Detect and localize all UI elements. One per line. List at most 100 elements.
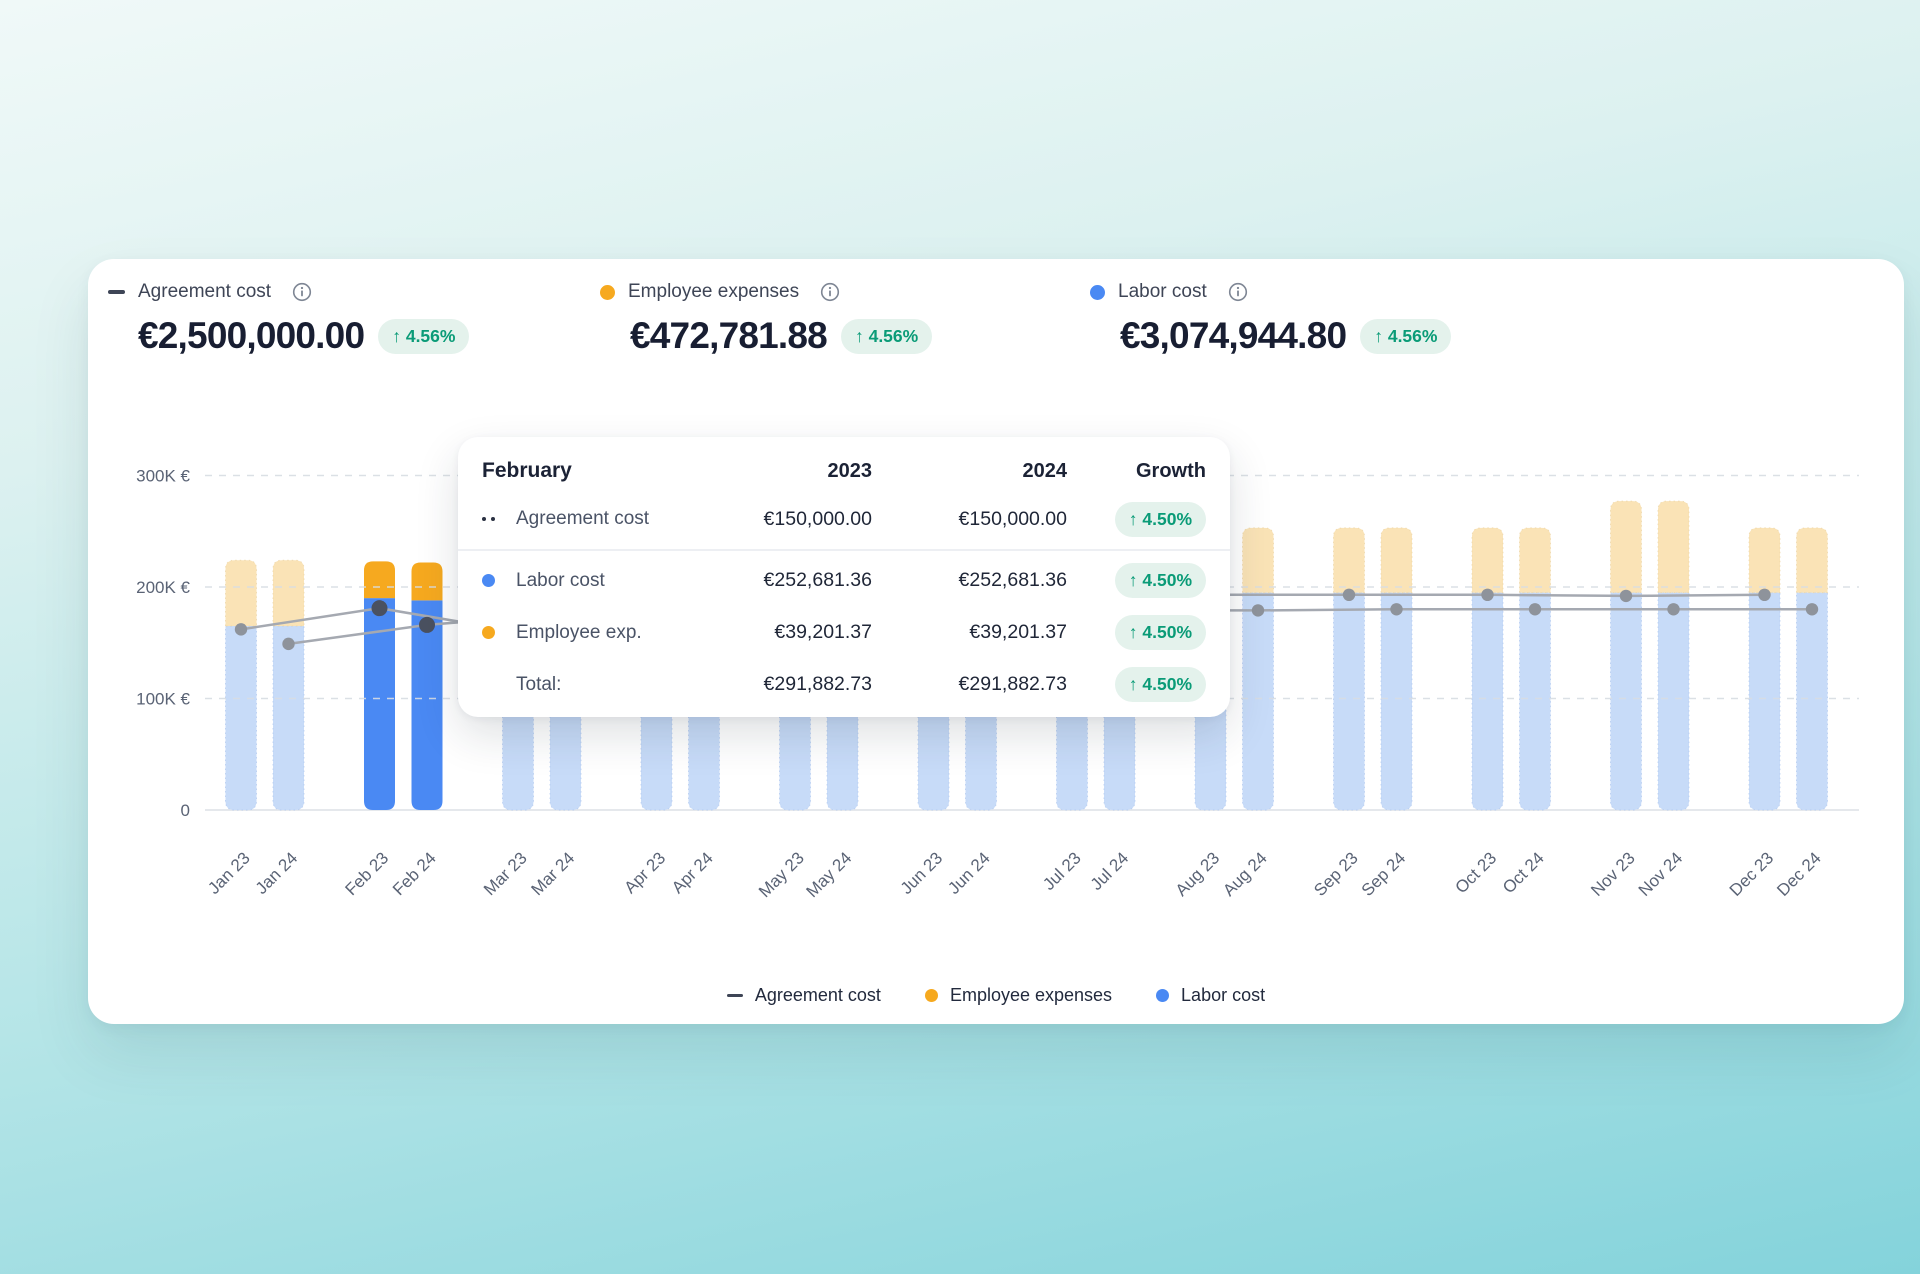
agreement-dot-Sep 24[interactable] [1390,603,1403,616]
tooltip-row-employee-exp-: Employee exp. €39,201.37 €39,201.37 ↑ 4.50% [482,611,1206,655]
x-tick-label: Aug 24 [1219,848,1271,900]
bar-employee-Aug 24[interactable] [1242,527,1274,594]
bar-employee-Jan 24[interactable] [272,559,305,627]
x-tick-label: Jul 23 [1039,848,1085,894]
tooltip-divider [458,549,1230,551]
cost-analytics-card: 0 100K €200K €300K € Jan 23 Jan 24 Feb 23 Feb… [88,259,1904,1024]
agreement-dot-Jan 24[interactable] [282,637,295,651]
tooltip-col-2023: 2023 [827,459,873,482]
kpi-label: Agreement cost [138,281,272,302]
tooltip-value-2024: €150,000.00 [958,507,1067,530]
tooltip-row-icon-slot [482,517,504,521]
tooltip-month-title: February [482,459,572,482]
kpi-growth-badge: ↑ 4.56% [840,318,933,354]
x-tick-label: Aug 23 [1172,848,1224,900]
tooltip-col-2024: 2024 [1022,459,1068,482]
tooltip-row-label: Employee exp. [516,621,642,643]
legend-label: Agreement cost [754,985,881,1005]
agreement-dot-Jan 23[interactable] [234,623,248,636]
agreement-dot-Nov 23[interactable] [1619,589,1633,603]
bar-employee-Sep 23[interactable] [1333,527,1365,594]
tooltip-row-label: Total: [516,673,562,695]
legend-item-employee-expenses[interactable]: Employee expenses [924,985,1113,1006]
agreement-dot-Feb 23[interactable] [371,600,388,617]
tooltip-rows: Agreement cost €150,000.00 €150,000.00 ↑ 4.… [458,497,1230,707]
agreement-dot-Sep 23[interactable] [1342,588,1356,602]
legend-item-agreement-cost[interactable]: Agreement cost [726,985,881,1006]
info-icon[interactable] [820,282,840,302]
bar-employee-Dec 23[interactable] [1748,527,1781,594]
blue-dot-icon [1090,284,1105,300]
x-tick-label: Feb 24 [389,848,440,899]
kpi-label: Employee expenses [628,281,800,302]
x-tick-label: Jul 24 [1087,848,1133,894]
tooltip-growth-badge: ↑ 4.50% [1114,563,1206,598]
bar-labor-Dec 23[interactable] [1748,592,1781,811]
x-tick-label: Nov 23 [1587,848,1639,900]
tooltip-value-2023: €291,882.73 [763,673,872,695]
bar-labor-Oct 23[interactable] [1471,592,1504,811]
tooltip-col-growth: Growth [1136,459,1206,482]
kpi-growth-badge: ↑ 4.56% [378,318,470,354]
agreement-dot-Oct 24[interactable] [1528,603,1542,616]
tooltip-header: February 2023 2024 Growth [482,453,1206,489]
bar-labor-Jan 24[interactable] [272,625,305,811]
dash-line-icon [726,993,743,998]
x-tick-label: Mar 23 [480,848,531,899]
bar-labor-Nov 24[interactable] [1657,592,1690,811]
bar-employee-Feb 24[interactable] [411,562,443,601]
bar-employee-Jan 23[interactable] [225,559,257,627]
blue-dot-icon [482,574,495,587]
tooltip-row-icon-slot [482,626,504,639]
info-icon[interactable] [292,282,312,302]
bar-labor-Aug 24[interactable] [1242,592,1274,811]
tooltip-value-2023: €252,681.36 [763,569,872,591]
legend-label: Labor cost [1181,985,1266,1005]
agreement-dot-Aug 24[interactable] [1251,604,1265,617]
bar-labor-Dec 24[interactable] [1796,592,1828,811]
agreement-dot-Dec 23[interactable] [1758,588,1771,602]
bar-labor-Feb 23[interactable] [364,598,395,810]
bar-employee-Sep 24[interactable] [1380,527,1413,594]
x-tick-label: Oct 23 [1451,848,1500,897]
bar-employee-Nov 23[interactable] [1610,500,1642,594]
bar-labor-Oct 24[interactable] [1519,592,1551,811]
agreement-dot-Dec 24[interactable] [1805,603,1819,616]
dashed-line-icon [482,517,495,521]
bar-labor-Sep 24[interactable] [1380,592,1413,811]
x-tick-label: Dec 23 [1726,848,1778,900]
bar-employee-Oct 24[interactable] [1519,527,1551,594]
bar-employee-Oct 23[interactable] [1471,527,1504,594]
bar-labor-Sep 23[interactable] [1333,592,1365,811]
x-tick-label: Mar 24 [527,848,578,899]
x-tick-label: Jan 24 [252,848,302,898]
bar-labor-Nov 23[interactable] [1610,592,1642,811]
orange-dot-icon [600,284,615,300]
tooltip-row-labor-cost: Labor cost €252,681.36 €252,681.36 ↑ 4.50% [482,559,1206,603]
bar-labor-Jan 23[interactable] [225,625,257,811]
x-tick-label: Apr 23 [620,848,669,897]
tooltip-value-2024: €252,681.36 [958,569,1067,591]
x-tick-label: May 23 [755,848,808,901]
x-tick-label: Jun 23 [897,848,947,898]
orange-dot-icon [924,989,938,1002]
bar-employee-Dec 24[interactable] [1796,527,1828,594]
bar-labor-Feb 24[interactable] [411,600,443,810]
agreement-dot-Nov 24[interactable] [1667,603,1680,616]
tooltip-row-label: Agreement cost [516,508,650,529]
bar-employee-Feb 23[interactable] [364,561,395,599]
x-tick-label: Sep 24 [1358,848,1410,900]
y-tick-label: 200K € [136,578,190,597]
legend-item-labor-cost[interactable]: Labor cost [1156,985,1265,1006]
bar-employee-Nov 24[interactable] [1657,500,1690,594]
agreement-dot-Oct 23[interactable] [1481,588,1494,602]
kpi-labor-cost: Labor cost €3,074,944.80 ↑ 4.56% [1090,281,1452,357]
chart-tooltip: February 2023 2024 Growth Agreement cost… [458,437,1230,717]
agreement-dot-Feb 24[interactable] [419,616,435,633]
tooltip-row-total-: Total: €291,882.73 €291,882.73 ↑ 4.50% [482,663,1206,707]
y-tick-label: 300K € [136,467,190,486]
info-icon[interactable] [1228,282,1248,302]
kpi-value: €3,074,944.80 [1120,315,1347,356]
tooltip-value-2024: €291,882.73 [958,673,1067,695]
legend-label: Employee expenses [949,985,1113,1005]
